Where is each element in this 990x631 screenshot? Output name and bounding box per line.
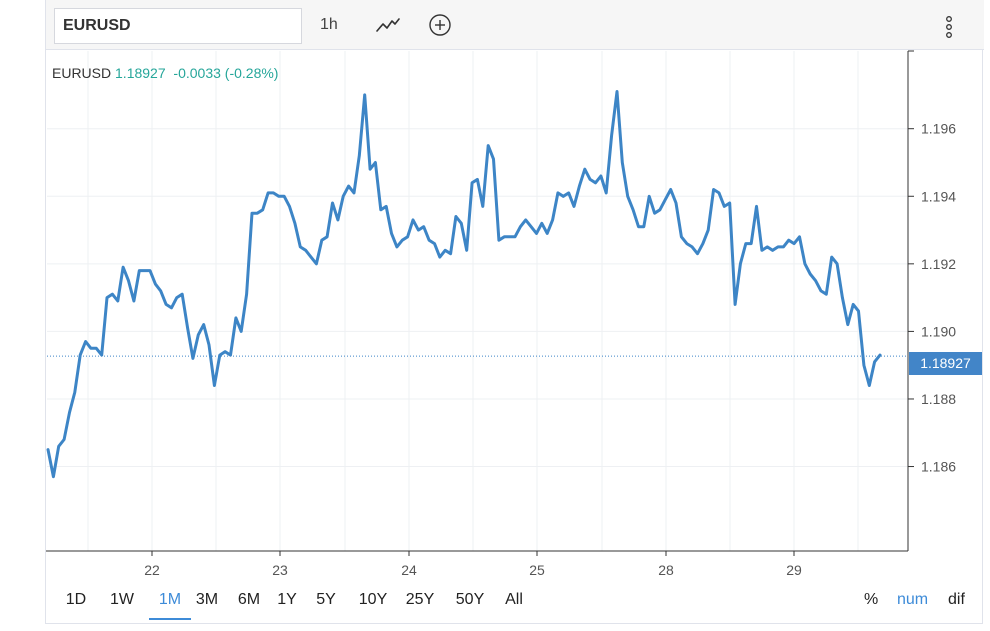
range-button-1y[interactable]: 1Y	[277, 591, 297, 608]
range-button-1m[interactable]: 1M	[149, 586, 191, 620]
y-tick-label: 1.196	[921, 121, 956, 137]
range-button-1d[interactable]: 1D	[65, 591, 87, 608]
x-axis-labels: 22 23 24 25 28 29	[144, 562, 802, 578]
legend-symbol: EURUSD	[52, 65, 112, 81]
x-tick-label: 22	[144, 562, 160, 578]
x-tick-label: 28	[658, 562, 674, 578]
price-series-line	[46, 90, 882, 479]
x-tick-label: 25	[529, 562, 545, 578]
vertical-dots-icon[interactable]	[939, 13, 959, 41]
plus-circle-icon[interactable]	[426, 12, 454, 38]
scale-button-percent[interactable]: %	[864, 591, 879, 608]
y-axis-labels: 1.186 1.188 1.190 1.192 1.194 1.196	[921, 121, 956, 475]
range-button-6m[interactable]: 6M	[237, 591, 261, 608]
y-tick-label: 1.188	[921, 391, 956, 407]
last-price-label: 1.18927	[909, 352, 982, 375]
range-button-25y[interactable]: 25Y	[405, 591, 435, 608]
chart-toolbar: 1h	[46, 0, 984, 50]
chart-grid	[47, 51, 908, 551]
x-tick-label: 29	[786, 562, 802, 578]
y-tick-label: 1.194	[921, 188, 956, 204]
range-button-1w[interactable]: 1W	[110, 591, 134, 608]
range-button-all[interactable]: All	[505, 591, 523, 608]
symbol-search-input[interactable]	[54, 8, 302, 44]
x-tick-label: 24	[401, 562, 417, 578]
chart-axes	[46, 50, 914, 556]
y-tick-label: 1.186	[921, 459, 956, 475]
scale-button-dif[interactable]: dif	[948, 591, 965, 608]
range-button-50y[interactable]: 50Y	[455, 591, 485, 608]
x-tick-label: 23	[272, 562, 288, 578]
range-button-5y[interactable]: 5Y	[316, 591, 336, 608]
scale-button-num[interactable]: num	[897, 591, 929, 608]
range-button-10y[interactable]: 10Y	[358, 591, 388, 608]
legend-change: -0.0033 (-0.28%)	[173, 65, 279, 81]
legend-price: 1.18927	[115, 65, 166, 81]
interval-selector[interactable]: 1h	[320, 16, 338, 33]
y-tick-label: 1.192	[921, 256, 956, 272]
y-tick-label: 1.190	[921, 323, 956, 339]
chart-legend: EURUSD 1.18927 -0.0033 (-0.28%)	[52, 65, 278, 81]
line-chart-icon[interactable]	[374, 12, 402, 38]
range-button-3m[interactable]: 3M	[195, 591, 219, 608]
